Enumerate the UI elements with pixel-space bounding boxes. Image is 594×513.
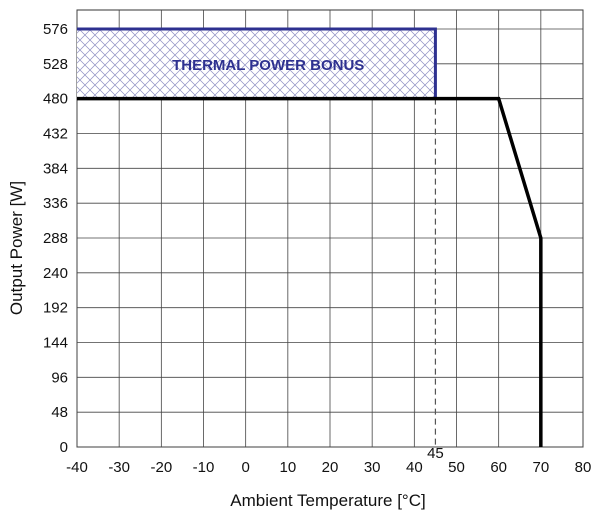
derating-curve: [77, 96, 543, 447]
x-axis-title: Ambient Temperature [°C]: [230, 491, 425, 510]
y-tick-label: 144: [43, 335, 68, 352]
y-tick-label: 48: [51, 404, 68, 421]
y-axis-title: Output Power [W]: [7, 181, 26, 315]
y-tick-label: 0: [60, 439, 68, 456]
x-tick-label: -40: [66, 459, 88, 476]
x-tick-label: 30: [364, 459, 381, 476]
dashed-marker-label: 45: [427, 445, 444, 462]
x-tick-label: 70: [532, 459, 549, 476]
x-tick-label: 80: [575, 459, 592, 476]
x-tick-label: -20: [150, 459, 172, 476]
y-tick-label: 240: [43, 265, 68, 282]
bonus-region-hatch: [77, 29, 436, 99]
series-lines: [77, 96, 543, 447]
bonus-region-label: THERMAL POWER BONUS: [172, 57, 364, 74]
y-tick-label: 96: [51, 369, 68, 386]
y-tick-label: 480: [43, 91, 68, 108]
y-tick-label: 432: [43, 126, 68, 143]
y-tick-label: 288: [43, 230, 68, 247]
x-tick-label: -30: [108, 459, 130, 476]
y-tick-label: 528: [43, 56, 68, 73]
y-tick-label: 192: [43, 300, 68, 317]
x-tick-label: 60: [490, 459, 507, 476]
x-tick-label: 0: [241, 459, 249, 476]
y-tick-label: 336: [43, 195, 68, 212]
tick-labels: -40 -30 -20 -10 0 10 20 30 40 50 60 70 80 0 48 96 144 192…: [43, 21, 591, 476]
thermal-bonus-region: THERMAL POWER BONUS: [77, 27, 437, 447]
x-tick-label: -10: [193, 459, 215, 476]
x-tick-label: 20: [322, 459, 339, 476]
y-tick-label: 384: [43, 160, 68, 177]
x-tick-label: 40: [406, 459, 423, 476]
bonus-region-border: [77, 27, 437, 99]
x-tick-label: 10: [279, 459, 296, 476]
y-tick-label: 576: [43, 21, 68, 38]
x-tick-label: 50: [448, 459, 465, 476]
